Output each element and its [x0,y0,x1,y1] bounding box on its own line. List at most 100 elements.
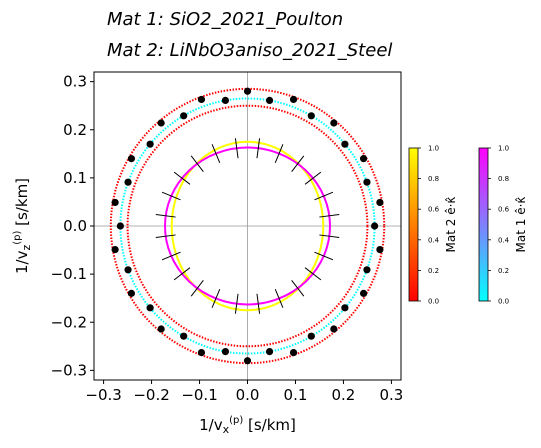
dot [111,245,119,254]
y-axis-label: 1/vz(p) [s/km] [12,178,33,274]
dot [330,325,338,333]
y-tick-label: 0.1 [63,169,87,187]
y-tick-label: 0.2 [63,121,87,139]
colorbar-tick-label: 1.0 [498,145,509,153]
x-tick-label: −0.2 [133,386,169,404]
colorbar-tick-label: 0.6 [428,206,440,214]
x-tick-label: −0.3 [85,386,121,404]
dot [341,304,349,312]
dot [376,198,384,207]
dot [289,95,298,104]
colorbar-tick-label: 0.0 [428,298,439,306]
polarization-tick [291,279,305,297]
polarization-tick [274,289,284,308]
polarization-tick [304,267,322,281]
dot [371,222,379,230]
dot [307,112,315,120]
dot [307,332,315,340]
polarization-tick [190,279,204,297]
dot [265,96,274,104]
dot [157,325,165,333]
x-axis-label: 1/vx(p) [s/km] [199,415,296,436]
y-tick-label: −0.3 [51,361,87,379]
curve [163,146,332,306]
colorbar-tick-label: 1.0 [428,145,439,153]
x-axis-label-part: 1/v [199,416,223,434]
y-axis-label-part: 1/v [13,250,31,274]
polarization-tick [173,171,191,185]
dot [330,119,338,127]
dot [124,266,132,274]
polarization-tick [234,138,239,159]
dot [180,112,188,120]
dot [146,140,154,148]
dot [265,348,274,356]
colorbar-label: Mat 2 ê·κ̂ [444,197,458,253]
colorbar-tick-label: 0.8 [428,175,439,183]
y-tick-label: −0.2 [51,313,87,331]
polarization-tick [256,138,261,159]
colorbar-tick-label: 0.0 [498,298,509,306]
dot [197,95,206,104]
title: Mat 2: LiNbO3aniso_2021_Steel [107,40,392,61]
polarization-tick [161,191,181,201]
dot [127,289,136,297]
dot [197,348,206,357]
dot [127,155,136,163]
dot [180,332,188,340]
polarization-tick [155,213,176,218]
dot [124,178,132,186]
polarization-tick [234,293,239,314]
polarization-tick [291,155,305,173]
x-tick-label: 0.0 [236,386,260,404]
colorbar-tick-label: 0.8 [498,175,509,183]
x-tick-label: 0.1 [284,386,308,404]
colorbar-tick-label: 0.2 [498,267,509,275]
y-tick-label: 0.0 [63,217,87,235]
polarization-tick [319,213,340,218]
y-axis-label-part: z [20,245,33,251]
colorbar-label: Mat 1 ê·κ̂ [514,197,528,253]
dot [221,348,230,356]
dot [359,289,368,297]
dot [363,178,371,186]
polarization-tick [161,251,181,261]
polarization-tick [211,289,221,308]
y-axis-label-part: (p) [12,231,23,245]
colorbar-tick-label: 0.4 [498,236,510,244]
y-tick-label: 0.3 [63,73,87,91]
dot [376,245,384,254]
colorbar [478,147,489,302]
dot [363,266,371,274]
polarization-tick [304,171,322,185]
polarization-tick [314,251,334,261]
colorbar [408,147,419,302]
colorbar-tick-label: 0.4 [428,236,440,244]
dot [359,155,368,163]
colorbar-tick-label: 0.2 [428,267,439,275]
x-axis-label-part: x [223,423,230,436]
polarization-tick [173,267,191,281]
curve [170,140,325,312]
dot [221,96,230,104]
title: Mat 1: SiO2_2021_Poulton [107,9,343,30]
polarization-tick [155,234,176,239]
y-tick-label: −0.1 [51,265,87,283]
dot [116,222,124,230]
x-tick-label: 0.3 [379,386,403,404]
polarization-tick [319,234,340,239]
polarization-tick [314,191,334,201]
polarization-tick [190,155,204,173]
y-axis-label-part: [s/km] [13,178,31,231]
colorbar-tick-label: 0.6 [498,206,510,214]
dot [243,87,252,95]
x-axis-label-part: [s/km] [243,416,296,434]
dot [289,348,298,357]
dot [157,119,165,127]
x-tick-label: −0.1 [181,386,217,404]
dot [146,304,154,312]
dot [111,198,119,207]
curve [126,104,369,348]
